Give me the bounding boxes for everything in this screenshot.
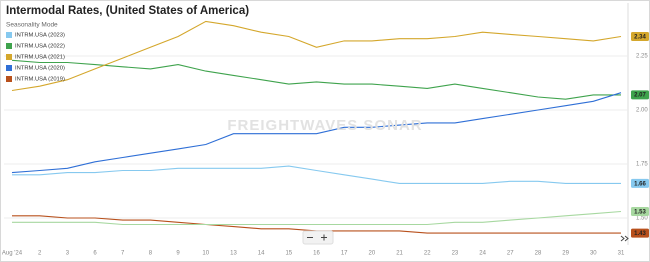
x-tick-label: 23	[452, 251, 459, 257]
chart-title: Intermodal Rates, (United States of Amer…	[6, 5, 249, 17]
y-tick-label: 2.00	[636, 108, 648, 114]
value-badge-label: 1.43	[634, 231, 646, 237]
x-tick-label: 10	[202, 251, 209, 257]
y-tick-label: 1.75	[636, 162, 648, 168]
x-tick-label: 8	[149, 251, 153, 257]
x-tick-label: 30	[590, 251, 597, 257]
x-tick-label: 14	[258, 251, 265, 257]
watermark: FREIGHTWAVES SONAR	[227, 117, 422, 134]
x-tick-label: 29	[562, 251, 569, 257]
value-badge-label: 2.07	[634, 93, 646, 99]
x-tick-label: 6	[93, 251, 97, 257]
chart-subtitle: Seasonality Mode	[6, 22, 58, 29]
value-badge-label: 1.66	[634, 181, 646, 187]
legend-swatch	[6, 65, 12, 71]
x-tick-label: 28	[535, 251, 542, 257]
value-badge-label: 2.34	[634, 34, 646, 40]
value-badge-label: 1.53	[634, 209, 646, 215]
zoom-box	[302, 230, 334, 245]
x-tick-label: 24	[479, 251, 486, 257]
legend-label: INTRM.USA (2019)	[15, 77, 65, 83]
series-line	[12, 210, 622, 226]
legend-label: INTRM.USA (2023)	[15, 33, 65, 39]
legend-label: INTRM.USA (2021)	[15, 55, 65, 61]
legend: INTRM.USA (2023) INTRM.USA (2022) INTRM.US…	[6, 32, 65, 83]
value-badge	[631, 178, 649, 188]
scroll-right[interactable]	[620, 235, 629, 242]
x-tick-label: 21	[396, 251, 403, 257]
x-tick-label: 3	[66, 251, 70, 257]
legend-swatch	[6, 54, 12, 60]
x-tick-label: 27	[507, 251, 514, 257]
legend-label: INTRM.USA (2020)	[15, 66, 65, 72]
y-tick-label: 1.50	[636, 216, 648, 222]
x-tick-label: 7	[121, 251, 125, 257]
series-line	[11, 20, 622, 92]
x-tick-label: 13	[230, 251, 237, 257]
value-badge	[631, 228, 649, 238]
legend-label: INTRM.USA (2022)	[15, 44, 65, 50]
x-tick-label: 20	[369, 251, 376, 257]
x-tick-label: 16	[313, 251, 320, 257]
value-badge	[631, 207, 649, 216]
series-line	[11, 59, 621, 100]
x-tick-label: 22	[424, 251, 431, 257]
series-line	[11, 92, 622, 174]
value-badge	[631, 90, 649, 100]
x-tick-label: 17	[341, 251, 348, 257]
legend-swatch	[6, 76, 12, 82]
x-tick-label: 31	[618, 251, 625, 257]
value-badge	[631, 32, 649, 42]
x-tick-label: 15	[285, 251, 292, 257]
zoom-controls[interactable]	[302, 230, 334, 245]
legend-swatch	[6, 43, 12, 49]
series-line	[12, 165, 621, 184]
x-tick-label: 9	[176, 251, 180, 257]
legend-swatch	[6, 32, 12, 38]
y-tick-label: 2.25	[636, 54, 648, 60]
x-tick-label: 2	[38, 251, 42, 257]
x-tick-label: Aug '24	[2, 251, 23, 257]
